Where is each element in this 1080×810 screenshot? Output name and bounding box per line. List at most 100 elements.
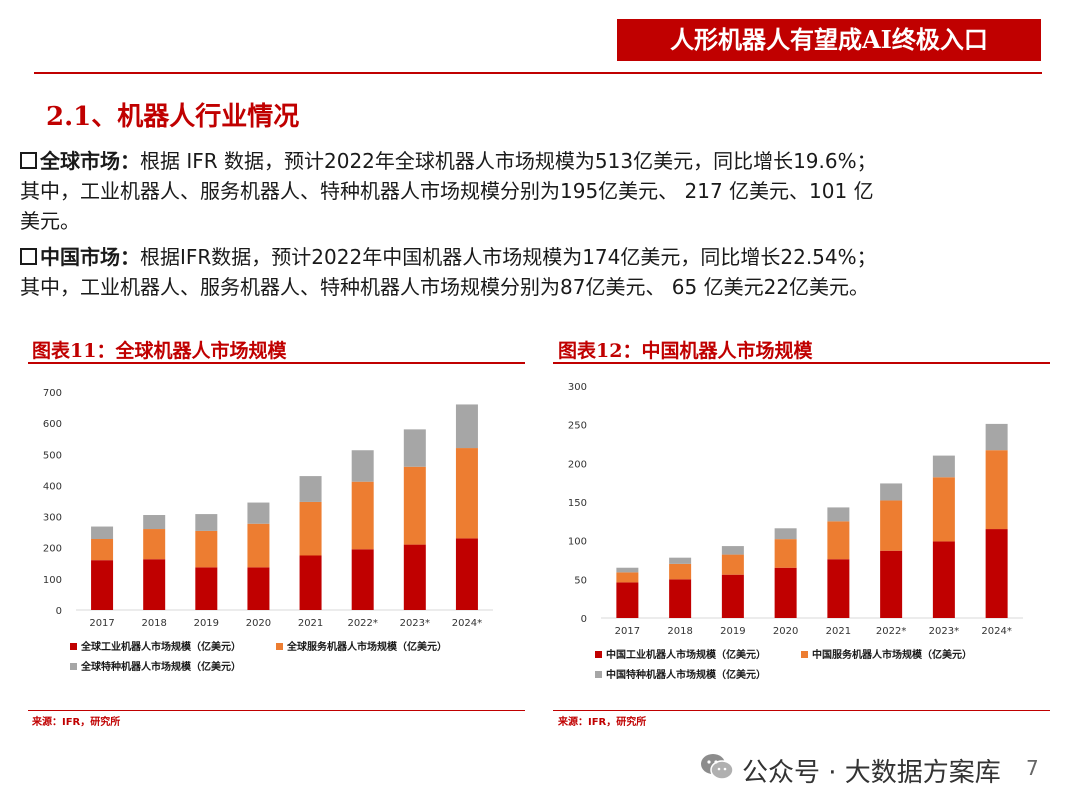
bar-segment [774, 567, 797, 618]
legend-swatch [276, 643, 283, 650]
wechat-icon [701, 754, 734, 780]
bar-segment [721, 554, 744, 575]
bar-segment [774, 528, 797, 540]
bar-segment [827, 507, 850, 522]
chart2-svg: 0 50 100 150 200 250 300 2017 2018 2019 2020 2021 20… [568, 382, 1023, 681]
x-tick-label: 2020 [246, 618, 271, 629]
bar-segment [91, 526, 114, 539]
bar-segment [932, 541, 955, 618]
bar-segment [403, 544, 426, 610]
x-tick-label: 2024* [981, 626, 1011, 637]
legend-swatch [70, 663, 77, 670]
bar-segment [351, 481, 374, 550]
global-market-label: 全球市场： [40, 149, 140, 173]
chart1-title: 图表11：全球机器人市场规模 [32, 340, 287, 362]
bar-segment [985, 450, 1008, 530]
chart1-bottom-rule [28, 710, 525, 711]
y-tick-label: 200 [43, 544, 62, 555]
bar-segment [195, 530, 218, 568]
bar-segment [143, 559, 166, 610]
y-tick-label: 100 [43, 575, 62, 586]
section-title: 2.1、机器人行业情况 [46, 102, 300, 132]
global-market-line2: 其中，工业机器人、服务机器人、特种机器人市场规模分别为195亿美元、 217 亿… [20, 179, 874, 203]
y-tick-label: 300 [43, 513, 62, 524]
x-tick-label: 2017 [615, 626, 640, 637]
watermark-text: 公众号 · 大数据方案库 [742, 758, 1001, 788]
bar-segment [880, 550, 903, 618]
bar-segment [403, 466, 426, 545]
x-tick-label: 2018 [667, 626, 692, 637]
bar-segment [247, 502, 270, 524]
x-tick-label: 2017 [89, 618, 114, 629]
global-market-line3: 美元。 [20, 209, 80, 233]
legend-label: 全球服务机器人市场规模（亿美元） [286, 640, 447, 653]
bar-segment [299, 476, 322, 502]
bar-segment [827, 559, 850, 618]
china-market-paragraph: 中国市场：根据IFR数据，预计2022年中国机器人市场规模为174亿美元，同比增… [20, 242, 1060, 302]
x-tick-label: 2019 [194, 618, 219, 629]
y-tick-label: 100 [568, 537, 587, 548]
header-divider [34, 72, 1042, 74]
checkbox-bullet-icon [20, 152, 37, 169]
bar-segment [616, 572, 639, 583]
chart1-title-rule [28, 362, 525, 364]
x-tick-label: 2020 [773, 626, 798, 637]
bar-segment [880, 500, 903, 551]
chart2-title: 图表12：中国机器人市场规模 [558, 340, 813, 362]
legend-swatch [70, 643, 77, 650]
bar-segment [669, 557, 692, 564]
y-tick-label: 600 [43, 419, 62, 430]
legend-swatch [595, 671, 602, 678]
x-tick-label: 2022* [876, 626, 906, 637]
china-market-label: 中国市场： [40, 245, 140, 269]
bar-segment [669, 563, 692, 580]
chart1-svg: 0 100 200 300 400 500 600 700 2017 2018 2019 2020 20… [43, 388, 493, 673]
y-tick-label: 700 [43, 388, 62, 399]
bar-segment [455, 448, 478, 539]
y-tick-label: 50 [574, 575, 587, 586]
legend-label: 中国特种机器人市场规模（亿美元） [606, 668, 766, 681]
legend-label: 全球工业机器人市场规模（亿美元） [80, 640, 241, 653]
bar-segment [455, 404, 478, 449]
x-tick-label: 2018 [141, 618, 166, 629]
bar-segment [985, 423, 1008, 451]
page-number: 7 [1026, 756, 1039, 780]
legend-swatch [595, 651, 602, 658]
bar-segment [880, 483, 903, 501]
global-market-line1: 根据 IFR 数据，预计2022年全球机器人市场规模为513亿美元，同比增长19… [140, 149, 877, 173]
bar-segment [721, 546, 744, 555]
y-tick-label: 0 [56, 606, 62, 617]
bar-segment [247, 567, 270, 610]
chart1-source: 来源：IFR，研究所 [32, 717, 121, 728]
bar-segment [721, 574, 744, 618]
y-tick-label: 200 [568, 459, 587, 470]
bar-segment [827, 521, 850, 560]
legend-swatch [801, 651, 808, 658]
bar-segment [195, 514, 218, 531]
bar-segment [143, 529, 166, 560]
x-tick-label: 2023* [400, 618, 430, 629]
bar-segment [403, 429, 426, 467]
bar-segment [195, 567, 218, 610]
x-tick-label: 2021 [826, 626, 851, 637]
y-tick-label: 400 [43, 481, 62, 492]
x-tick-label: 2021 [298, 618, 323, 629]
bar-segment [299, 555, 322, 610]
legend-label: 中国服务机器人市场规模（亿美元） [812, 648, 972, 661]
bar-segment [932, 477, 955, 542]
y-tick-label: 0 [581, 614, 587, 625]
bar-segment [299, 501, 322, 556]
y-tick-label: 500 [43, 450, 62, 461]
chart2-bottom-rule [553, 710, 1050, 711]
bar-segment [774, 539, 797, 568]
bar-segment [351, 549, 374, 610]
bar-segment [616, 567, 639, 573]
bar-segment [91, 560, 114, 610]
x-tick-label: 2024* [452, 618, 482, 629]
bar-segment [143, 515, 166, 530]
bar-segment [351, 450, 374, 482]
x-tick-label: 2022* [347, 618, 377, 629]
header-banner: 人形机器人有望成AI终极入口 [617, 19, 1041, 61]
legend-label: 中国工业机器人市场规模（亿美元） [606, 648, 766, 661]
y-tick-label: 250 [568, 421, 587, 432]
